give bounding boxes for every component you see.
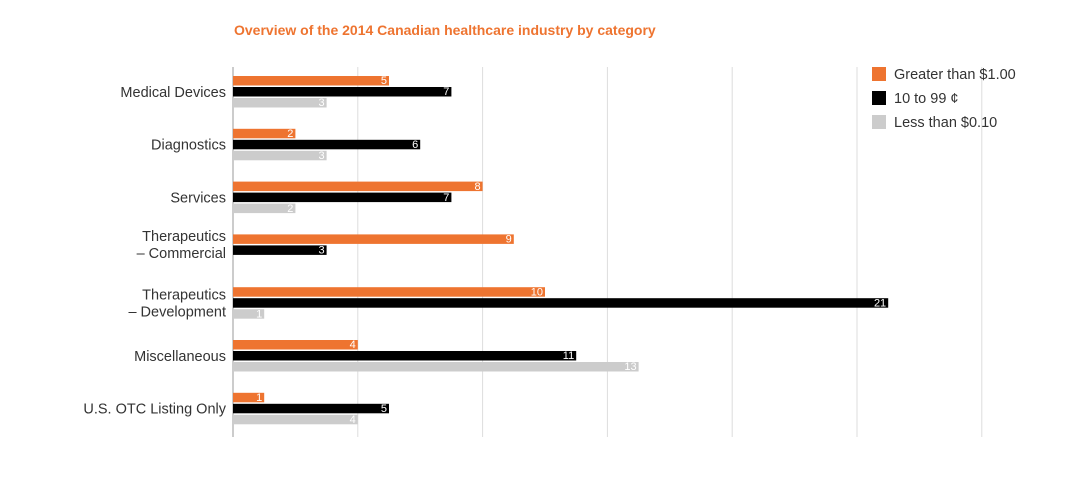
data-label: 8	[474, 181, 480, 193]
bar	[233, 392, 265, 403]
data-label: 3	[318, 150, 324, 162]
data-label: 7	[443, 192, 449, 204]
bar	[233, 76, 389, 86]
bar	[233, 403, 389, 414]
bar	[233, 139, 421, 150]
legend-swatch	[872, 91, 886, 105]
data-label: 4	[350, 339, 356, 351]
category-label: Therapeutics – Commercial	[137, 229, 226, 262]
bar	[233, 309, 265, 319]
bar	[233, 192, 452, 203]
legend-label: Less than $0.10	[894, 115, 997, 131]
bar	[233, 287, 545, 297]
legend-label: 10 to 99 ¢	[894, 91, 959, 107]
data-label: 5	[381, 403, 387, 415]
category-label: U.S. OTC Listing Only	[83, 402, 226, 418]
bar	[233, 351, 577, 361]
data-label: 4	[350, 414, 356, 426]
bar	[233, 362, 639, 372]
data-label: 3	[318, 245, 324, 257]
data-label: 21	[874, 297, 886, 309]
grid-lines	[357, 67, 983, 437]
bar	[233, 234, 514, 244]
bar	[233, 181, 483, 192]
data-label: 7	[443, 86, 449, 98]
data-label: 1	[256, 308, 262, 320]
bar	[233, 150, 327, 161]
category-label: Medical Devices	[120, 85, 226, 101]
bar	[233, 87, 452, 97]
chart-title: Overview of the 2014 Canadian healthcare…	[234, 22, 656, 38]
data-label: 2	[287, 128, 293, 140]
legend-swatch	[872, 115, 886, 129]
bar	[233, 98, 327, 108]
data-label: 13	[624, 361, 636, 373]
legend-swatch	[872, 67, 886, 81]
bar	[233, 203, 296, 214]
data-label: 2	[287, 203, 293, 215]
bar	[233, 245, 327, 255]
data-label: 11	[563, 350, 574, 362]
data-label: 3	[318, 97, 324, 109]
bar	[233, 128, 296, 139]
category-label: Miscellaneous	[134, 349, 226, 365]
bar	[233, 298, 889, 308]
category-labels: Medical Devices Diagnostics Services Therap…	[83, 85, 226, 418]
category-label: Services	[170, 190, 226, 206]
bar	[233, 340, 358, 350]
category-label: Diagnostics	[151, 138, 226, 154]
data-label: 5	[381, 75, 387, 87]
data-label: 10	[531, 286, 543, 298]
data-label: 6	[412, 139, 418, 151]
category-label: Therapeutics – Development	[128, 287, 226, 320]
bar	[233, 414, 358, 425]
data-label: 1	[256, 392, 262, 404]
legend: Greater than $1.00 10 to 99 ¢ Less than $0…	[872, 67, 1016, 131]
legend-label: Greater than $1.00	[894, 67, 1016, 83]
data-label: 9	[506, 234, 512, 246]
